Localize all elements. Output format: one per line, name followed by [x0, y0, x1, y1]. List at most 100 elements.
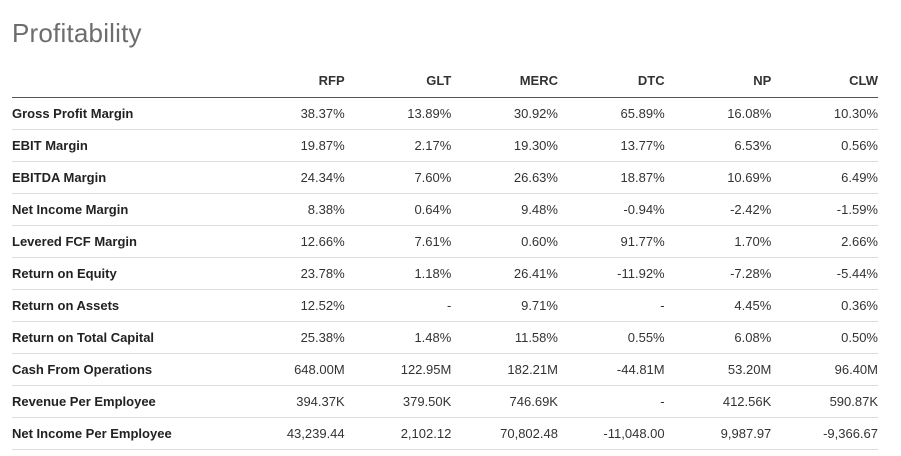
metric-value: 648.00M	[294, 362, 345, 377]
metric-value: 0.80	[451, 450, 558, 456]
metric-value: 1.09	[665, 450, 772, 456]
column-header-np: NP	[664, 67, 772, 98]
metric-value: 2.66%	[841, 234, 878, 249]
metric-value: 122.95M	[400, 362, 452, 377]
metric-value: 412.56K	[722, 394, 772, 409]
metric-value: 6.08%	[734, 330, 772, 345]
metric-value: 1.01	[238, 450, 345, 456]
metric-value: 379.50K	[402, 394, 452, 409]
metric-value: 0.73	[345, 450, 452, 456]
metric-label: Revenue Per Employee	[12, 394, 156, 409]
table-row: EBIT Margin 19.87% 2.17% 19.30% 13.77% 6.53% 0…	[12, 130, 878, 162]
metric-label: Return on Equity	[12, 266, 117, 281]
metric-value: 0.50%	[841, 330, 878, 345]
column-header-rfp: RFP	[238, 67, 345, 98]
metric-value: 12.66%	[300, 234, 345, 249]
metric-value: 0.60%	[521, 234, 558, 249]
table-row: Cash From Operations 648.00M 122.95M 182.21…	[12, 354, 878, 386]
metric-value: 6.53%	[734, 138, 772, 153]
table-header: RFP GLT MERC DTC NP CLW	[12, 67, 878, 98]
metric-value: 16.08%	[727, 106, 772, 121]
column-header-merc: MERC	[451, 67, 558, 98]
metric-value: -2.42%	[730, 202, 772, 217]
metric-value: 9,987.97	[720, 426, 772, 441]
metric-value: 1.70%	[734, 234, 772, 249]
metric-value: 10.30%	[833, 106, 878, 121]
metric-value: 1.48%	[414, 330, 452, 345]
metric-value: 26.63%	[513, 170, 558, 185]
metric-value: 6.49%	[841, 170, 878, 185]
metric-value: -0.94%	[623, 202, 665, 217]
metric-value: 9.48%	[521, 202, 558, 217]
table-row: Return on Total Capital 25.38% 1.48% 11.58%…	[12, 322, 878, 354]
metric-value: 182.21M	[507, 362, 558, 377]
metric-label: Return on Total Capital	[12, 330, 155, 345]
metric-value: 8.38%	[307, 202, 345, 217]
metric-value: 394.37K	[296, 394, 345, 409]
metric-value: 26.41%	[513, 266, 558, 281]
metric-value: 43,239.44	[286, 426, 345, 441]
column-header-glt: GLT	[344, 67, 452, 98]
metric-value: -5.44%	[836, 266, 878, 281]
column-header-dtc: DTC	[557, 67, 665, 98]
metric-value: 12.52%	[300, 298, 345, 313]
metric-label: Asset Turnover	[12, 450, 238, 456]
metric-value: -1.59%	[836, 202, 878, 217]
metric-column-header	[12, 67, 238, 98]
metric-label: Net Income Per Employee	[12, 426, 172, 441]
metric-value: 91.77%	[620, 234, 665, 249]
table-row: Asset Turnover1.010.730.800.411.091.02	[12, 450, 878, 456]
metric-label: EBIT Margin	[12, 138, 88, 153]
metric-value: -11.92%	[617, 266, 665, 281]
table-row: Gross Profit Margin 38.37% 13.89% 30.92% 65.…	[12, 98, 878, 130]
metric-value: 0.64%	[414, 202, 452, 217]
metric-label: Net Income Margin	[12, 202, 129, 217]
column-header-clw: CLW	[771, 67, 878, 98]
metric-value: -9,366.67	[823, 426, 878, 441]
metric-value: 19.87%	[300, 138, 345, 153]
metric-value: 24.34%	[300, 170, 345, 185]
table-row: Return on Equity 23.78% 1.18% 26.41% -11.92%…	[12, 258, 878, 290]
table-row: EBITDA Margin 24.34% 7.60% 26.63% 18.87% 10.6…	[12, 162, 878, 194]
metric-value: 96.40M	[834, 362, 878, 377]
metric-value: 65.89%	[620, 106, 665, 121]
metric-value: 70,802.48	[500, 426, 558, 441]
metric-value: 1.02	[771, 450, 878, 456]
metric-value: -11,048.00	[603, 426, 665, 441]
metric-value: 23.78%	[300, 266, 345, 281]
metric-value: 13.89%	[407, 106, 452, 121]
metric-value: -	[660, 298, 665, 313]
metric-value: 18.87%	[620, 170, 665, 185]
metric-value: 11.58%	[514, 330, 558, 345]
metric-value: 0.56%	[841, 138, 878, 153]
metric-value: -44.81M	[616, 362, 665, 377]
metric-value: 0.36%	[841, 298, 878, 313]
metric-value: 53.20M	[727, 362, 772, 377]
metric-value: 746.69K	[509, 394, 558, 409]
table-body: Gross Profit Margin 38.37% 13.89% 30.92% 65.…	[12, 98, 878, 456]
metric-label: Levered FCF Margin	[12, 234, 137, 249]
metric-value: 9.71%	[521, 298, 558, 313]
metric-value: 7.61%	[414, 234, 452, 249]
metric-value: 10.69%	[727, 170, 772, 185]
metric-label: Gross Profit Margin	[12, 106, 134, 121]
table-row: Revenue Per Employee 394.37K 379.50K 746.69…	[12, 386, 878, 418]
metric-value: 38.37%	[300, 106, 345, 121]
metric-value: 30.92%	[513, 106, 558, 121]
table-row: Return on Assets 12.52% - 9.71% - 4.45% 0.36%	[12, 290, 878, 322]
metric-value: 590.87K	[829, 394, 878, 409]
metric-label: EBITDA Margin	[12, 170, 107, 185]
metric-value: 0.41	[558, 450, 665, 456]
metric-label: Cash From Operations	[12, 362, 153, 377]
table-row: Levered FCF Margin 12.66% 7.61% 0.60% 91.77%…	[12, 226, 878, 258]
metric-value: 2.17%	[414, 138, 452, 153]
metric-value: 1.18%	[414, 266, 452, 281]
page-title: Profitability	[12, 18, 142, 48]
metric-value: 25.38%	[300, 330, 345, 345]
metric-value: 2,102.12	[400, 426, 452, 441]
metric-value: -	[446, 298, 452, 313]
table-row: Net Income Per Employee 43,239.44 2,102.12…	[12, 418, 878, 450]
profitability-table: RFP GLT MERC DTC NP CLW Gross Profit Margin 38…	[12, 67, 878, 456]
table-head-row: RFP GLT MERC DTC NP CLW	[12, 67, 878, 98]
